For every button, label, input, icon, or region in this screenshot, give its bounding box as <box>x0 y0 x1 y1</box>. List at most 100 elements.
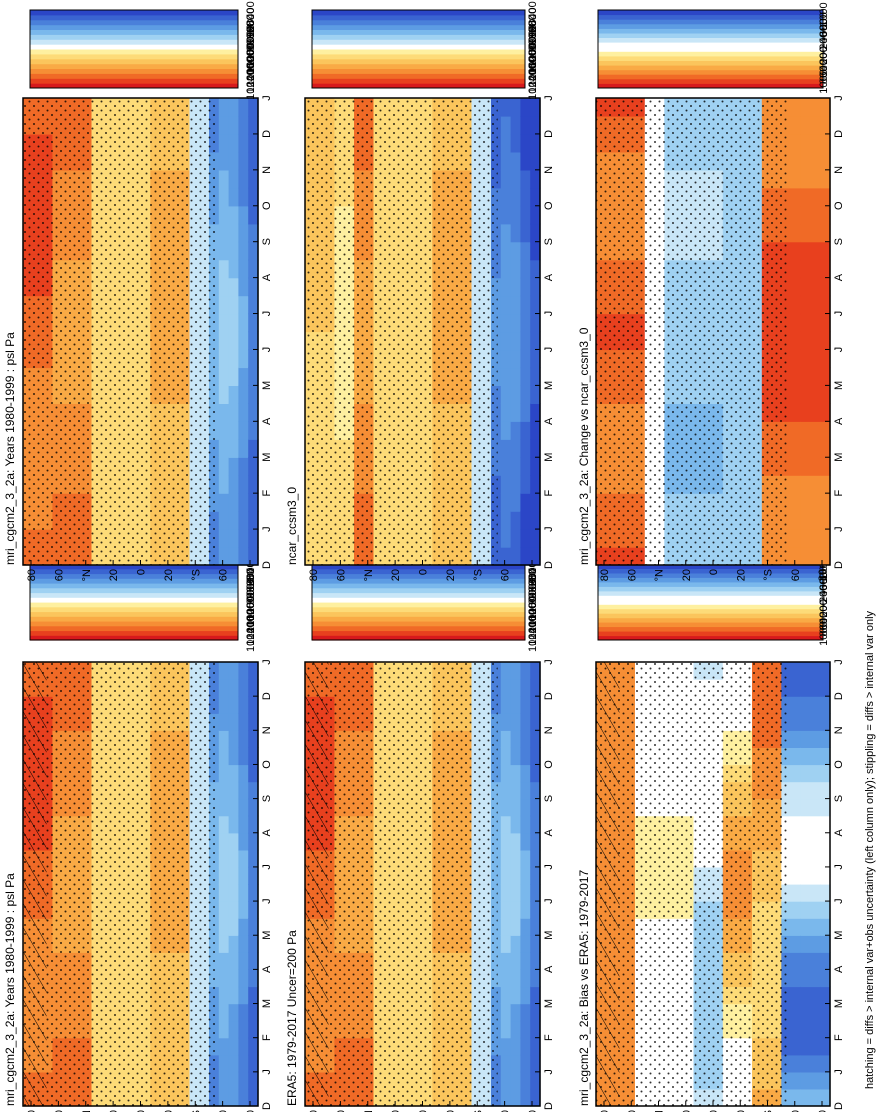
colorbar-label: -200 <box>818 31 830 53</box>
colorbar-swatch <box>30 611 238 617</box>
colorbar-label: 600 <box>818 59 830 77</box>
heatmap-cell <box>520 349 531 369</box>
heatmap-cell <box>218 1003 230 1022</box>
heatmap-cell <box>810 98 821 117</box>
heatmap-cell <box>520 547 531 566</box>
month-tick-label: D <box>543 692 555 700</box>
heatmap-cell <box>520 832 531 851</box>
heatmap-cell <box>810 511 821 530</box>
heatmap-cell <box>248 403 259 422</box>
lat-tick-label: 0 <box>136 1110 148 1112</box>
heatmap-cell <box>810 849 821 868</box>
heatmap-cell <box>218 475 230 494</box>
heatmap-cell <box>218 832 230 851</box>
colorbar-label: 0 <box>818 46 830 52</box>
heatmap-cell <box>248 986 259 1005</box>
heatmap-cell <box>218 969 230 988</box>
colorbar-swatch <box>30 19 238 26</box>
panel-p3: 80 60 °N 20 0 20 °S 60 80 D J F M A M J J A S O N D J ERA5: 197… <box>285 555 555 1112</box>
heatmap-cell <box>218 367 230 386</box>
heatmap-cell <box>238 713 249 731</box>
panel-title: mri_cgcm2_3_2a: Change vs ncar_ccsm3_0 <box>577 327 591 565</box>
heatmap-cell <box>510 241 521 261</box>
heatmap-cell <box>791 764 802 783</box>
lat-tick-label: 60 <box>335 569 347 581</box>
heatmap-cell <box>248 815 259 834</box>
month-tick-label: D <box>543 561 555 569</box>
panel-p1: 80 60 °N 20 0 20 °S 60 80 D J F M A M J J A S O N D Jmri_cgcm2… <box>3 555 273 1112</box>
heatmap-cell <box>218 205 230 225</box>
heatmap-cell <box>218 884 230 902</box>
heatmap-cell <box>520 798 531 817</box>
heatmap-cell <box>820 952 831 970</box>
heatmap-cell <box>810 223 821 243</box>
heatmap-cell <box>820 832 831 851</box>
colorbar-swatch <box>30 83 238 89</box>
colorbar: 1024001020001016001012001008001004001000… <box>311 555 539 652</box>
month-tick-label: J <box>833 311 845 317</box>
heatmap-cell <box>820 798 831 817</box>
heatmap-cell <box>791 349 802 369</box>
heatmap-cell <box>248 730 259 748</box>
heatmap-cell <box>800 493 812 512</box>
heatmap-cell <box>510 529 521 548</box>
heatmap-cell <box>810 349 821 369</box>
heatmap-cell <box>218 133 230 153</box>
colorbar-swatch <box>30 44 238 50</box>
heatmap-cell <box>238 116 249 135</box>
heatmap-cell <box>800 98 812 117</box>
heatmap-cell <box>218 421 230 440</box>
month-tick-label: S <box>833 238 845 245</box>
lat-tick-label: 60 <box>218 569 230 581</box>
heatmap-cell <box>238 798 249 817</box>
stippling-overlay <box>596 662 788 1106</box>
lat-tick-label: °S <box>763 569 775 581</box>
month-tick-label: F <box>261 490 273 497</box>
colorbar-label: 99200 <box>245 568 257 599</box>
heatmap-cell <box>810 815 821 834</box>
month-tick-label: M <box>833 453 845 462</box>
colorbar-label: 98800 <box>527 8 539 39</box>
month-tick-label: A <box>261 828 273 836</box>
heatmap-cell <box>530 935 541 953</box>
month-tick-label: N <box>543 166 555 174</box>
month-tick-label: M <box>543 931 555 940</box>
heatmap-cell <box>810 764 821 783</box>
lat-tick-label: 60 <box>53 1110 65 1112</box>
heatmap-cell <box>510 259 521 279</box>
month-tick-label: M <box>833 931 845 940</box>
heatmap-cell <box>520 1020 531 1039</box>
heatmap-cell <box>520 1003 531 1022</box>
heatmap-cell <box>530 277 541 297</box>
heatmap-cell <box>510 662 521 680</box>
month-tick-label: M <box>543 453 555 462</box>
month-tick-label: J <box>543 898 555 904</box>
heatmap-cell <box>791 901 802 919</box>
heatmap-cell <box>510 475 521 494</box>
heatmap-cell <box>228 457 239 476</box>
month-tick-label: M <box>261 453 273 462</box>
heatmap-cell <box>248 187 259 207</box>
heatmap-cell <box>228 713 239 731</box>
heatmap-cell <box>500 952 512 970</box>
month-tick-label: N <box>543 726 555 734</box>
month-tick-label: A <box>543 828 555 836</box>
heatmap-cell <box>500 1037 512 1056</box>
heatmap-cell <box>530 151 541 171</box>
heatmap-cell <box>810 662 821 680</box>
lat-tick-label: 0 <box>418 569 430 575</box>
heatmap-cell <box>248 475 259 494</box>
heatmap-cell <box>500 133 512 153</box>
month-tick-label: O <box>261 201 273 210</box>
heatmap-cell <box>510 815 521 834</box>
colorbar-swatch <box>312 49 525 55</box>
heatmap-cell <box>820 815 831 834</box>
heatmap-cell <box>810 884 821 902</box>
colorbar-swatch <box>312 78 525 84</box>
heatmap-cell <box>218 295 230 315</box>
colorbar-swatch <box>598 568 823 574</box>
heatmap-cell <box>500 849 512 868</box>
heatmap-cell <box>820 1020 831 1039</box>
heatmap-cell <box>238 223 249 243</box>
heatmap-cell <box>228 511 239 530</box>
